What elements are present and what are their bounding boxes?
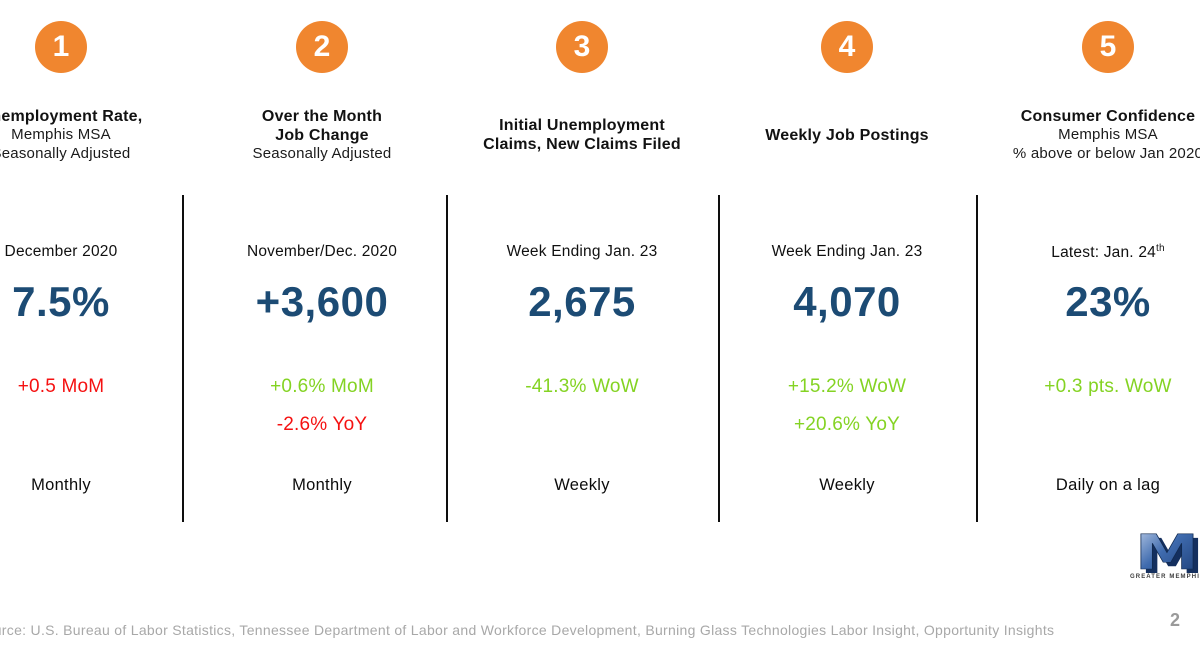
indicator-title-line2: Claims, New Claims Filed — [483, 136, 681, 153]
step-badge-3: 3 — [556, 21, 608, 73]
headline-value: +3,600 — [255, 278, 389, 325]
headline-value: 2,675 — [528, 278, 636, 325]
headline-value: 4,070 — [793, 278, 901, 325]
source-citation: Source: U.S. Bureau of Labor Statistics,… — [0, 622, 1055, 638]
indicator-subtitle-line2: % above or below Jan 2020 — [1012, 144, 1200, 162]
step-badge-5: 5 — [1082, 21, 1134, 73]
step-badge-2: 2 — [296, 21, 348, 73]
indicator-subtitle: Memphis MSA — [11, 126, 111, 143]
indicator-column-consumer-confidence: 5 Consumer Confidence Memphis MSA % abov… — [977, 0, 1200, 560]
frequency-label: Weekly — [554, 476, 610, 494]
indicator-header: Over the Month Job Change Seasonally Adj… — [191, 103, 453, 167]
frequency-label: Monthly — [292, 476, 352, 494]
change-list: +15.2% WoW +20.6% YoY — [716, 368, 978, 444]
svg-text:M: M — [1135, 525, 1199, 581]
indicator-header: Weekly Job Postings — [716, 103, 978, 167]
step-number: 5 — [1099, 30, 1117, 63]
period-label: Week Ending Jan. 23 — [771, 243, 923, 260]
indicator-column-job-change: 2 Over the Month Job Change Seasonally A… — [191, 0, 453, 560]
column-divider — [718, 195, 720, 522]
change-list: +0.6% MoM -2.6% YoY — [191, 368, 453, 444]
change-value: +0.6% MoM — [270, 376, 374, 397]
headline-value: 7.5% — [12, 278, 110, 325]
column-divider — [976, 195, 978, 522]
step-badge-1: 1 — [35, 21, 87, 73]
frequency-label: Monthly — [31, 476, 91, 494]
step-number: 2 — [313, 30, 331, 63]
indicator-title: Weekly Job Postings — [765, 126, 929, 144]
indicator-title: Unemployment Rate, — [0, 108, 143, 125]
step-badge-4: 4 — [821, 21, 873, 73]
svg-text:M: M — [1140, 529, 1200, 585]
indicator-column-unemployment-rate: 1 Unemployment Rate, Memphis MSA Seasona… — [0, 0, 192, 560]
period-label: Latest: Jan. 24th — [1051, 243, 1165, 262]
period-label: November/Dec. 2020 — [246, 243, 398, 260]
indicator-title: Initial Unemployment — [499, 117, 665, 134]
change-value: -2.6% YoY — [276, 414, 368, 435]
step-number: 4 — [838, 30, 856, 63]
indicator-header: Consumer Confidence Memphis MSA % above … — [977, 103, 1200, 167]
indicator-header: Unemployment Rate, Memphis MSA Seasonall… — [0, 103, 192, 167]
page-number: 2 — [1169, 610, 1180, 630]
indicator-subtitle: Memphis MSA — [1058, 126, 1158, 143]
chamber-logo-caption: GREATER MEMPHIS CHAMBER — [1130, 574, 1200, 580]
column-divider — [446, 195, 448, 522]
change-value: +0.3 pts. WoW — [1044, 376, 1172, 397]
period-label: December 2020 — [4, 243, 118, 260]
frequency-label: Daily on a lag — [1055, 476, 1161, 494]
indicator-header: Initial Unemployment Claims, New Claims … — [451, 103, 713, 167]
change-value: -41.3% WoW — [525, 376, 639, 397]
indicator-column-job-postings: 4 Weekly Job Postings Week Ending Jan. 2… — [716, 0, 978, 560]
change-list: -41.3% WoW — [451, 368, 713, 406]
change-value: +20.6% YoY — [793, 414, 901, 435]
frequency-label: Weekly — [819, 476, 875, 494]
change-value: +15.2% WoW — [787, 376, 907, 397]
change-list: +0.5 MoM — [0, 368, 192, 406]
indicator-column-initial-claims: 3 Initial Unemployment Claims, New Claim… — [451, 0, 713, 560]
indicator-title-line2: Job Change — [275, 126, 369, 144]
headline-value: 23% — [1065, 278, 1151, 325]
indicator-title: Over the Month — [261, 107, 383, 125]
period-label: Week Ending Jan. 23 — [506, 243, 658, 260]
indicator-subtitle-line2: Seasonally Adjusted — [0, 144, 131, 162]
indicator-title: Consumer Confidence — [1020, 108, 1196, 125]
column-divider — [182, 195, 184, 522]
chamber-logo-icon: M M — [1135, 525, 1200, 585]
change-list: +0.3 pts. WoW — [977, 368, 1200, 406]
period-superscript: th — [1155, 243, 1165, 254]
indicator-subtitle: Seasonally Adjusted — [252, 144, 392, 162]
step-number: 1 — [52, 30, 70, 63]
change-value: +0.5 MoM — [17, 376, 105, 397]
step-number: 3 — [573, 30, 591, 63]
